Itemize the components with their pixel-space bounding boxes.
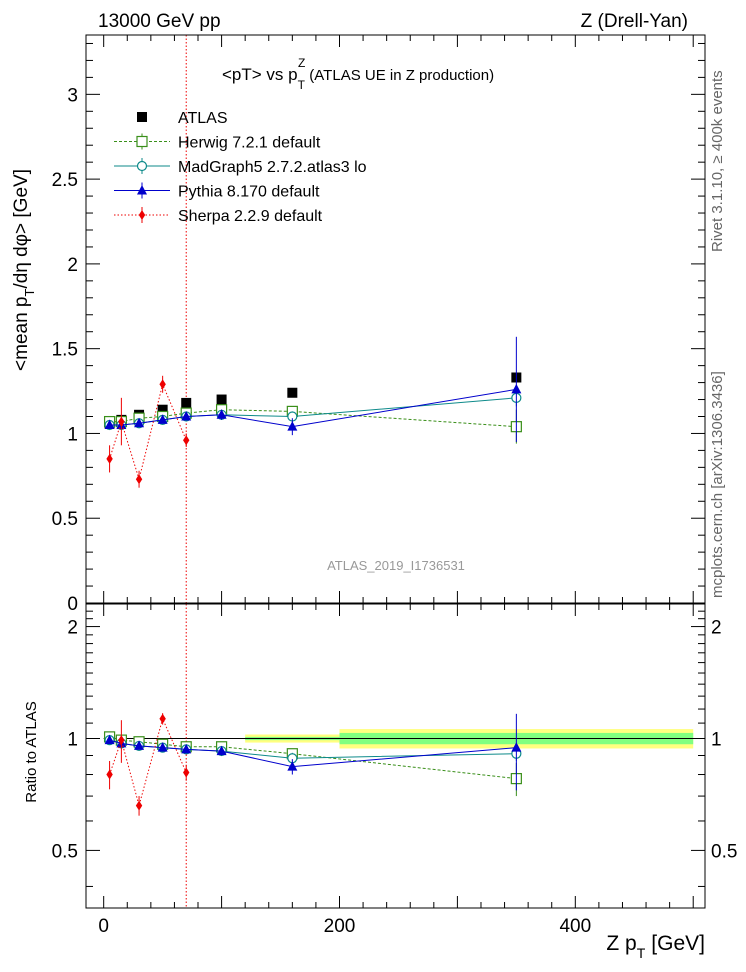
legend: ATLAS Herwig 7.2.1 default MadGraph5 2.7.2… bbox=[114, 110, 367, 225]
main-series-pythia bbox=[104, 336, 522, 442]
x-tick-label-400: 400 bbox=[559, 916, 591, 937]
main-point-pythia-7 bbox=[511, 383, 522, 394]
legend-label-pythia: Pythia 8.170 default bbox=[178, 184, 320, 201]
ratio-y-tick-label-2: 2 bbox=[67, 618, 78, 639]
main-point-sherpa-4 bbox=[183, 435, 190, 446]
ratio-point-sherpa-3 bbox=[159, 713, 166, 724]
legend-marker-sherpa bbox=[138, 210, 146, 220]
ratio-y-tick-label-right-0.5: 0.5 bbox=[711, 841, 737, 862]
x-axis-label-sub: T bbox=[637, 945, 646, 961]
ratio-y-tick-label-right-2: 2 bbox=[711, 618, 722, 639]
legend-entry-atlas: ATLAS bbox=[137, 110, 228, 127]
legend-marker-atlas bbox=[137, 112, 147, 122]
main-point-pythia-0 bbox=[104, 419, 115, 429]
ratio-y-tick-label-right-1: 1 bbox=[711, 729, 722, 750]
main-panel-frame bbox=[85, 34, 706, 604]
y-axis-label-main: <mean pT/dη dφ> [GeV] bbox=[11, 169, 37, 371]
ratio-uncertainty-bands bbox=[103, 729, 694, 749]
chart-title-lead: <pT> vs p bbox=[222, 65, 298, 84]
header-right: Z (Drell-Yan) bbox=[581, 11, 688, 32]
y-axis-label-lead: <mean p bbox=[11, 297, 32, 371]
x-axis-label-lead: Z p bbox=[606, 932, 636, 955]
ratio-point-pythia-4 bbox=[181, 743, 192, 754]
legend-marker-madgraph bbox=[136, 160, 148, 172]
ratio-series-pythia bbox=[104, 713, 522, 791]
data-series bbox=[103, 336, 522, 816]
main-point-pythia-5 bbox=[216, 409, 227, 419]
legend-entry-madgraph: MadGraph5 2.7.2.atlas3 lo bbox=[114, 158, 367, 176]
ratio-point-pythia-5 bbox=[216, 745, 227, 756]
legend-marker-pythia bbox=[137, 185, 147, 195]
main-point-atlas-4 bbox=[181, 397, 192, 408]
main-point-atlas-3 bbox=[157, 404, 168, 415]
ratio-line-sherpa bbox=[109, 717, 187, 808]
x-axis-label: Z pT [GeV] bbox=[606, 932, 705, 961]
main-y-tick-label-0.5: 0.5 bbox=[52, 509, 78, 530]
legend-label-herwig: Herwig 7.2.1 default bbox=[178, 135, 321, 152]
main-point-pythia-6 bbox=[287, 421, 298, 431]
legend-label-madgraph: MadGraph5 2.7.2.atlas3 lo bbox=[178, 159, 367, 176]
axis-tick-labels: 0 200 400 0 0.5 1 1.5 2 2.5 3 0.5 0.5 1 1 2 2 bbox=[52, 85, 738, 937]
ratio-point-sherpa-1 bbox=[118, 735, 125, 746]
analysis-watermark: ATLAS_2019_I1736531 bbox=[327, 558, 465, 573]
main-y-tick-label-1: 1 bbox=[67, 424, 78, 445]
main-y-tick-label-2: 2 bbox=[67, 255, 78, 276]
ratio-y-tick-label-0.5: 0.5 bbox=[52, 841, 78, 862]
main-point-sherpa-0 bbox=[106, 453, 113, 464]
ratio-point-sherpa-2 bbox=[135, 800, 143, 811]
chart-title: <pT> vs pTZ (ATLAS UE in Z production) bbox=[222, 56, 494, 92]
axis-ticks bbox=[86, 35, 705, 908]
ratio-point-pythia-2 bbox=[134, 740, 145, 750]
header-left: 13000 GeV pp bbox=[98, 11, 221, 32]
legend-label-atlas: ATLAS bbox=[178, 110, 228, 127]
x-tick-label-200: 200 bbox=[324, 916, 356, 937]
main-point-sherpa-2 bbox=[135, 474, 143, 485]
x-tick-label-0: 0 bbox=[98, 916, 109, 937]
ratio-point-pythia-7 bbox=[511, 742, 522, 752]
side-label-rivet: Rivet 3.1.10, ≥ 400k events bbox=[709, 70, 726, 252]
main-point-sherpa-3 bbox=[159, 379, 166, 390]
main-y-tick-label-2.5: 2.5 bbox=[52, 170, 78, 191]
main-point-atlas-5 bbox=[216, 394, 227, 405]
legend-label-sherpa: Sherpa 2.2.9 default bbox=[178, 208, 323, 225]
main-point-pythia-2 bbox=[134, 417, 145, 428]
main-y-tick-label-1.5: 1.5 bbox=[52, 340, 78, 361]
ratio-point-pythia-6 bbox=[287, 761, 298, 771]
legend-entry-pythia: Pythia 8.170 default bbox=[114, 182, 320, 201]
ratio-point-sherpa-4 bbox=[183, 767, 190, 778]
legend-marker-herwig bbox=[136, 135, 148, 148]
y-axis-label-ratio: Ratio to ATLAS bbox=[23, 701, 40, 802]
chart-title-sub: T bbox=[298, 78, 306, 92]
main-point-atlas-6 bbox=[287, 387, 298, 398]
main-point-pythia-4 bbox=[181, 410, 192, 421]
ratio-point-pythia-0 bbox=[104, 734, 115, 745]
ratio-series-sherpa bbox=[106, 713, 190, 816]
chart-title-sup: Z bbox=[298, 56, 305, 70]
main-line-pythia bbox=[109, 388, 517, 428]
x-axis-label-tail: [GeV] bbox=[651, 932, 705, 955]
ratio-point-sherpa-0 bbox=[106, 769, 113, 780]
side-label-mcplots: mcplots.cern.ch [arXiv:1306.3436] bbox=[709, 371, 726, 598]
y-axis-label-tail: /dη dφ> [GeV] bbox=[11, 169, 32, 289]
main-line-madgraph bbox=[109, 397, 517, 426]
ratio-y-tick-label-1: 1 bbox=[67, 729, 78, 750]
ratio-point-pythia-3 bbox=[157, 742, 168, 752]
main-y-tick-label-0: 0 bbox=[67, 594, 78, 615]
main-y-tick-label-3: 3 bbox=[67, 85, 78, 106]
main-point-pythia-3 bbox=[157, 414, 168, 424]
main-point-sherpa-1 bbox=[118, 416, 125, 427]
legend-entry-sherpa: Sherpa 2.2.9 default bbox=[114, 207, 323, 225]
legend-entry-herwig: Herwig 7.2.1 default bbox=[114, 133, 321, 152]
chart-title-tail: (ATLAS UE in Z production) bbox=[309, 67, 494, 84]
y-axis-label-sub: T bbox=[22, 289, 37, 297]
main-series-sherpa bbox=[106, 375, 190, 488]
main-line-herwig bbox=[109, 409, 517, 428]
